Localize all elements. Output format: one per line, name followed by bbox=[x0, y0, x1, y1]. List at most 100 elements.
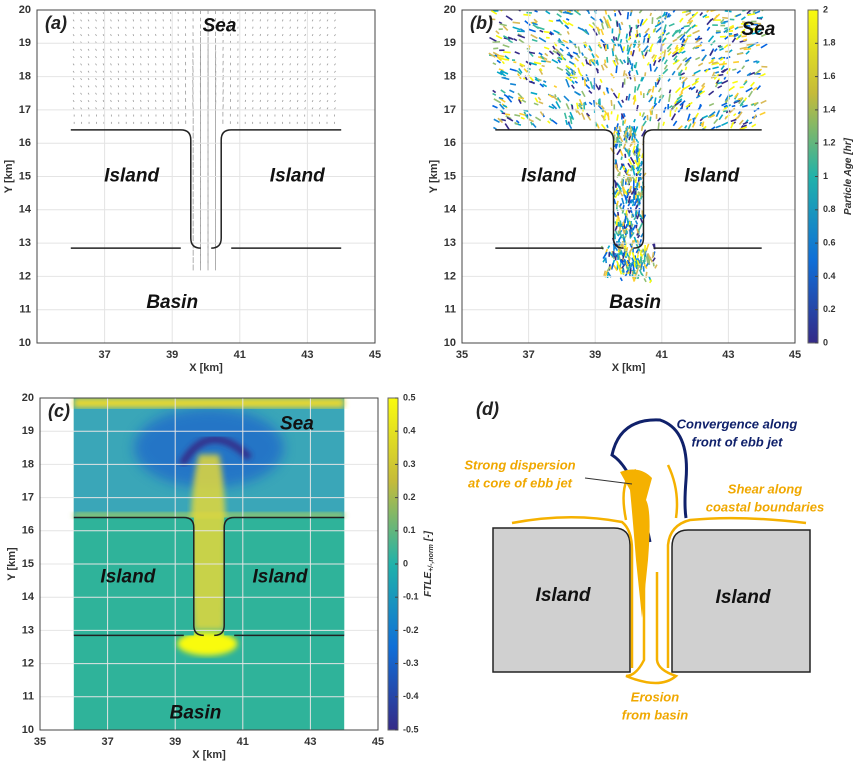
particle bbox=[548, 121, 550, 123]
flow-arrow bbox=[96, 71, 97, 73]
particle bbox=[626, 34, 627, 39]
particle bbox=[635, 95, 636, 101]
flow-arrow bbox=[148, 100, 149, 102]
particle bbox=[636, 139, 637, 142]
particle bbox=[668, 52, 671, 55]
flow-arrow bbox=[312, 107, 313, 109]
flow-arrow bbox=[96, 78, 97, 80]
flow-arrow bbox=[103, 27, 104, 29]
particle bbox=[728, 36, 734, 37]
y-tick-label: 15 bbox=[19, 170, 31, 182]
flow-arrow bbox=[327, 71, 328, 73]
flow-arrow bbox=[297, 34, 298, 36]
particle bbox=[493, 90, 496, 92]
particle bbox=[714, 119, 718, 123]
particle bbox=[682, 12, 686, 13]
particle bbox=[663, 69, 668, 74]
flow-arrow bbox=[282, 78, 283, 80]
flow-arrow bbox=[81, 27, 82, 29]
colorbar-tick-label: 0.5 bbox=[403, 392, 416, 402]
flow-arrow bbox=[312, 78, 313, 80]
particle bbox=[696, 45, 702, 47]
particle bbox=[585, 79, 586, 86]
annotation: front of ebb jet bbox=[692, 434, 784, 449]
flow-arrow bbox=[268, 78, 269, 80]
flow-arrow bbox=[103, 49, 104, 51]
particle bbox=[562, 4, 566, 10]
particle bbox=[549, 20, 553, 21]
particle bbox=[636, 221, 638, 225]
coastline bbox=[633, 130, 761, 248]
flow-arrow bbox=[141, 27, 142, 29]
particle bbox=[650, 117, 651, 122]
flow-arrow bbox=[275, 85, 276, 87]
particle bbox=[621, 157, 622, 160]
particle bbox=[724, 45, 728, 48]
particle bbox=[513, 22, 520, 23]
flow-arrow bbox=[148, 27, 149, 29]
particle bbox=[656, 27, 662, 32]
particle bbox=[681, 28, 684, 30]
y-tick-label: 12 bbox=[19, 270, 31, 282]
particle bbox=[642, 112, 644, 117]
particle bbox=[667, 44, 672, 49]
particle bbox=[722, 80, 729, 83]
particle bbox=[746, 88, 753, 92]
flow-arrow bbox=[334, 108, 335, 110]
flow-arrow bbox=[282, 100, 283, 102]
particle bbox=[724, 28, 727, 29]
flow-arrow bbox=[297, 27, 298, 29]
flow-arrow bbox=[88, 12, 89, 14]
flow-arrow bbox=[282, 71, 283, 73]
flow-arrow bbox=[133, 49, 134, 51]
particle bbox=[604, 64, 608, 68]
particle bbox=[626, 247, 627, 251]
particle bbox=[650, 13, 651, 16]
flow-arrow bbox=[81, 78, 82, 80]
flow-arrow bbox=[96, 20, 97, 22]
flow-arrow bbox=[290, 27, 291, 29]
flow-arrow bbox=[133, 34, 134, 36]
flow-arrow bbox=[141, 100, 142, 102]
y-tick-label: 11 bbox=[19, 304, 31, 316]
particle bbox=[539, 38, 546, 42]
particle bbox=[600, 79, 602, 83]
particle bbox=[665, 60, 668, 64]
particle bbox=[742, 66, 745, 69]
flow-arrow bbox=[275, 71, 276, 73]
particle bbox=[646, 244, 648, 251]
particle bbox=[622, 178, 623, 186]
region-label: Basin bbox=[609, 292, 661, 313]
flow-arrow bbox=[320, 78, 321, 80]
particle bbox=[685, 125, 687, 128]
particle bbox=[541, 61, 546, 62]
particle bbox=[618, 93, 619, 98]
particle bbox=[543, 81, 546, 82]
particle bbox=[552, 60, 558, 63]
flow-arrow bbox=[275, 27, 276, 29]
colorbar-label: Particle Age [hr] bbox=[843, 137, 854, 215]
flow-arrow bbox=[275, 19, 276, 21]
particle bbox=[732, 38, 735, 43]
particle bbox=[702, 50, 705, 51]
region-label: Island bbox=[104, 166, 159, 187]
flow-arrow bbox=[290, 107, 291, 109]
flow-arrow bbox=[126, 78, 127, 80]
flow-arrow bbox=[81, 34, 82, 36]
particle bbox=[529, 114, 532, 116]
region-label: Island bbox=[253, 566, 308, 587]
flow-arrow bbox=[141, 78, 142, 80]
y-axis-label: Y [km] bbox=[3, 159, 15, 193]
flow-arrow bbox=[141, 12, 142, 14]
particle bbox=[625, 216, 626, 223]
flow-arrow bbox=[81, 20, 82, 22]
particle bbox=[611, 100, 612, 106]
particle bbox=[613, 44, 614, 51]
y-tick-label: 16 bbox=[19, 137, 31, 149]
particle bbox=[608, 15, 611, 21]
colorbar-tick-label: -0.3 bbox=[403, 658, 419, 668]
particle bbox=[603, 92, 604, 95]
flow-arrow bbox=[275, 107, 276, 109]
y-tick-label: 17 bbox=[22, 492, 34, 504]
particle bbox=[539, 53, 542, 55]
